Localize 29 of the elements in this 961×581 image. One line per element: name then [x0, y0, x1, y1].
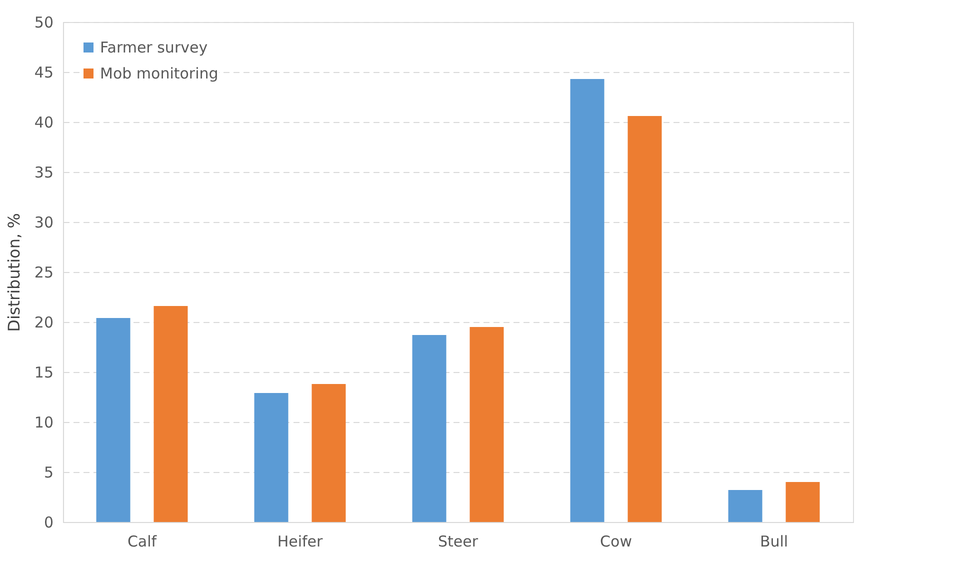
- y-tick-label: 10: [34, 414, 54, 432]
- x-tick-label: Bull: [760, 532, 788, 550]
- y-axis-title: Distribution, %: [4, 213, 24, 332]
- bar: [570, 79, 604, 522]
- bar: [154, 306, 188, 522]
- bar: [786, 482, 820, 522]
- bar: [254, 393, 288, 522]
- y-tick-label: 20: [34, 314, 54, 332]
- y-tick-label: 35: [34, 164, 54, 182]
- bar: [728, 490, 762, 522]
- y-tick-label: 25: [34, 264, 54, 282]
- y-tick-label: 50: [34, 14, 54, 32]
- x-tick-label: Cow: [600, 532, 632, 550]
- bar: [96, 318, 130, 522]
- x-tick-label: Steer: [438, 532, 479, 550]
- legend-label: Mob monitoring: [100, 64, 218, 82]
- bar: [628, 116, 662, 522]
- bar: [470, 327, 504, 522]
- bar: [312, 384, 346, 522]
- y-tick-label: 0: [44, 514, 54, 532]
- x-tick-label: Calf: [127, 532, 158, 550]
- y-tick-label: 45: [34, 64, 54, 82]
- y-tick-label: 40: [34, 114, 54, 132]
- y-tick-label: 5: [44, 464, 54, 482]
- y-tick-label: 15: [34, 364, 54, 382]
- legend-label: Farmer survey: [100, 38, 208, 56]
- bar: [412, 335, 446, 522]
- x-tick-label: Heifer: [277, 532, 324, 550]
- y-tick-label: 30: [34, 214, 54, 232]
